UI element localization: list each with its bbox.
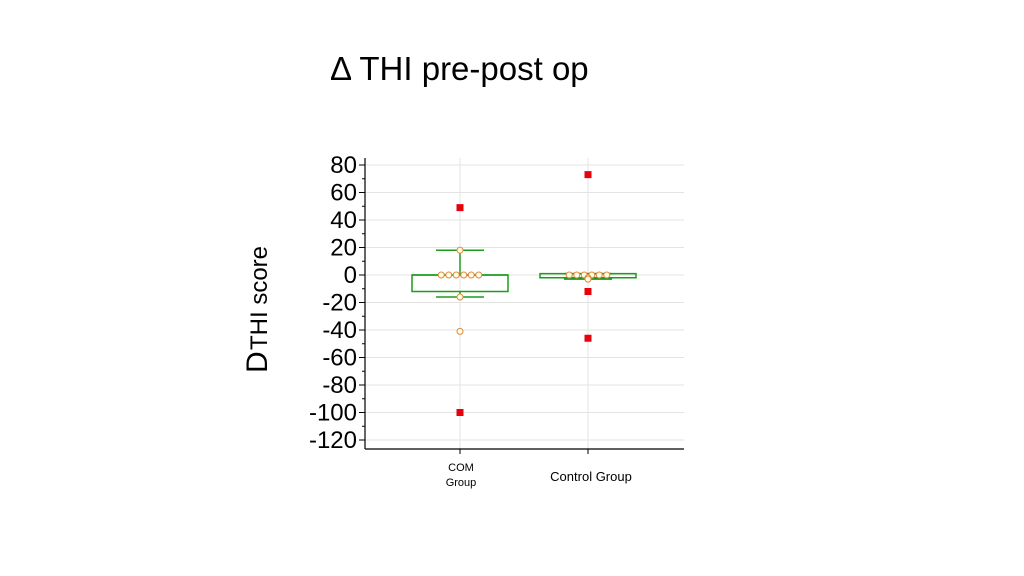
data-point (456, 293, 464, 301)
category-label: Group (446, 477, 477, 489)
data-point (475, 271, 483, 279)
outlier-point (584, 171, 592, 179)
y-tick-label: 80 (330, 152, 357, 179)
y-tick-label: 20 (330, 235, 357, 262)
data-point (460, 271, 468, 279)
data-point (467, 271, 475, 279)
y-tick-label: -40 (322, 317, 357, 344)
data-point (445, 271, 453, 279)
y-tick-label: -120 (309, 427, 357, 454)
y-tick-label: -60 (322, 345, 357, 372)
data-point (565, 271, 573, 279)
outlier-point (456, 409, 464, 416)
chart-title: Δ THI pre-post op (330, 50, 589, 87)
y-tick-label: -20 (322, 290, 357, 317)
outlier-point (456, 204, 464, 212)
category-label: COM (448, 462, 474, 474)
y-tick-label: 60 (330, 180, 357, 207)
axes (364, 158, 684, 450)
grid-lines (365, 158, 684, 449)
y-tick-label: 40 (330, 207, 357, 234)
outlier-point (584, 288, 592, 295)
data-point (573, 271, 581, 279)
y-axis-label-text: THI score (246, 246, 273, 350)
data-point (456, 246, 464, 254)
data-point (603, 271, 611, 279)
y-tick-label: 0 (344, 262, 357, 289)
data-point (584, 275, 592, 283)
category-label: Control Group (550, 469, 632, 484)
outlier-markers (456, 171, 592, 416)
data-points (437, 246, 611, 335)
y-tick-label: -100 (309, 400, 357, 427)
data-point (437, 271, 445, 279)
outlier-point (584, 334, 592, 342)
data-point (452, 271, 460, 279)
y-tick-label: -80 (322, 372, 357, 399)
data-point (456, 327, 464, 335)
y-axis-label: D THI score (241, 246, 274, 373)
x-category-labels: COM Group Control Group (446, 462, 632, 489)
data-point (595, 271, 603, 279)
y-axis-label-symbol: D (241, 351, 274, 373)
